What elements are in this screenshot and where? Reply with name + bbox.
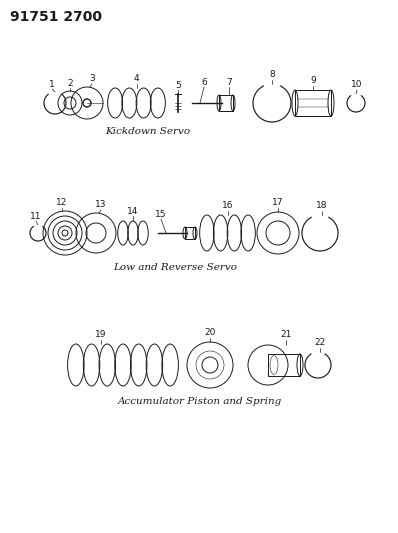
Text: 10: 10 <box>351 80 363 89</box>
Text: Kickdown Servo: Kickdown Servo <box>105 127 191 136</box>
Text: 8: 8 <box>269 70 275 79</box>
Text: 12: 12 <box>56 198 68 207</box>
Text: 14: 14 <box>127 207 139 216</box>
Text: 15: 15 <box>155 210 167 219</box>
Text: 4: 4 <box>134 74 139 83</box>
Text: 6: 6 <box>201 78 207 87</box>
Text: Accumulator Piston and Spring: Accumulator Piston and Spring <box>118 397 282 406</box>
Text: 1: 1 <box>49 80 55 89</box>
Text: 11: 11 <box>30 212 42 221</box>
Text: Low and Reverse Servo: Low and Reverse Servo <box>113 263 237 272</box>
Text: 21: 21 <box>280 330 292 339</box>
Text: 22: 22 <box>314 338 326 347</box>
Text: 13: 13 <box>95 200 107 209</box>
Bar <box>219 95 233 111</box>
Text: 17: 17 <box>272 198 284 207</box>
Bar <box>268 354 300 376</box>
Text: 20: 20 <box>204 328 216 337</box>
Text: 9: 9 <box>310 76 316 85</box>
Text: 3: 3 <box>89 74 95 83</box>
Text: 7: 7 <box>226 78 232 87</box>
Text: 5: 5 <box>175 81 181 90</box>
Text: 18: 18 <box>316 201 328 210</box>
Text: 2: 2 <box>67 79 73 88</box>
Text: 19: 19 <box>95 330 107 339</box>
Text: 91751 2700: 91751 2700 <box>10 10 102 24</box>
Bar <box>185 227 195 239</box>
Text: 16: 16 <box>222 201 233 210</box>
Bar <box>295 90 331 116</box>
